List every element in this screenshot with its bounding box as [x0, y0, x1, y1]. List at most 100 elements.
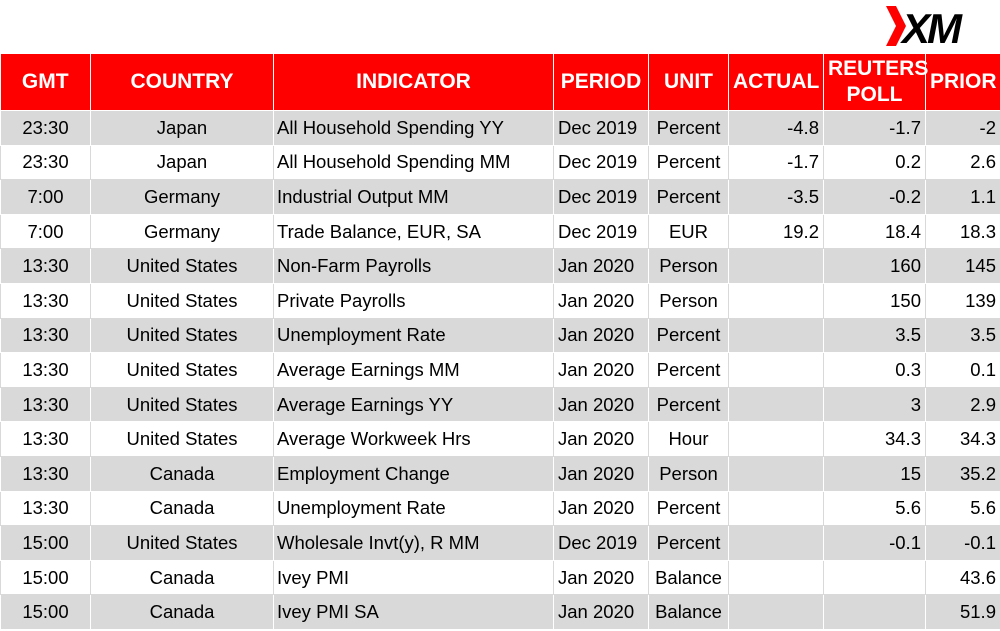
- gmt-cell: 13:30: [0, 455, 91, 492]
- prior-cell: 2.9: [925, 386, 1000, 423]
- period-cell: Jan 2020: [553, 421, 649, 457]
- period-cell: Jan 2020: [553, 317, 649, 354]
- gmt-cell: 13:30: [0, 352, 91, 388]
- unit-cell: Percent: [648, 317, 729, 354]
- xm-logo: XM: [886, 2, 996, 50]
- country-cell: United States: [90, 282, 274, 319]
- country-cell: United States: [90, 352, 274, 388]
- header-reuters-poll: REUTERS POLL: [823, 54, 928, 111]
- reuters-poll-cell: 160: [823, 248, 926, 284]
- reuters-poll-cell: 3: [823, 386, 926, 423]
- actual-cell: [728, 248, 824, 284]
- table-row: 13:30 United States Average Workweek Hrs Ja…: [0, 421, 1000, 457]
- table-row: 13:30 Canada Unemployment Rate Jan 2020 Perc…: [0, 490, 1000, 527]
- actual-cell: [728, 352, 824, 388]
- table-row: 13:30 United States Private Payrolls Jan 20…: [0, 282, 1000, 319]
- header-gmt: GMT: [0, 54, 91, 111]
- table-row: 7:00 Germany Trade Balance, EUR, SA Dec 201…: [0, 213, 1000, 250]
- unit-cell: Percent: [648, 144, 729, 181]
- indicator-cell: Unemployment Rate: [273, 490, 554, 527]
- table-row: 23:30 Japan All Household Spending YY Dec 2…: [0, 110, 1000, 146]
- reuters-poll-cell: 18.4: [823, 213, 926, 250]
- table-row: 13:30 Canada Employment Change Jan 2020 Pers…: [0, 455, 1000, 492]
- table-row: 15:00 Canada Ivey PMI SA Jan 2020 Balance 51.…: [0, 594, 1000, 630]
- indicator-cell: Ivey PMI SA: [273, 594, 554, 630]
- table-row: 7:00 Germany Industrial Output MM Dec 2019 P…: [0, 179, 1000, 215]
- period-cell: Dec 2019: [553, 213, 649, 250]
- period-cell: Dec 2019: [553, 179, 649, 215]
- reuters-poll-cell: 3.5: [823, 317, 926, 354]
- header-prior: PRIOR: [925, 54, 1000, 111]
- actual-cell: [728, 490, 824, 527]
- header-unit: UNIT: [648, 54, 729, 111]
- unit-cell: Balance: [648, 559, 729, 596]
- prior-cell: 5.6: [925, 490, 1000, 527]
- period-cell: Jan 2020: [553, 386, 649, 423]
- country-cell: United States: [90, 421, 274, 457]
- gmt-cell: 13:30: [0, 386, 91, 423]
- indicator-cell: All Household Spending MM: [273, 144, 554, 181]
- unit-cell: Percent: [648, 386, 729, 423]
- country-cell: United States: [90, 386, 274, 423]
- unit-cell: EUR: [648, 213, 729, 250]
- gmt-cell: 13:30: [0, 248, 91, 284]
- unit-cell: Percent: [648, 179, 729, 215]
- prior-cell: 139: [925, 282, 1000, 319]
- gmt-cell: 15:00: [0, 559, 91, 596]
- country-cell: United States: [90, 248, 274, 284]
- table-row: 23:30 Japan All Household Spending MM Dec 2…: [0, 144, 1000, 181]
- country-cell: Germany: [90, 179, 274, 215]
- actual-cell: [728, 421, 824, 457]
- reuters-poll-cell: 34.3: [823, 421, 926, 457]
- country-cell: United States: [90, 317, 274, 354]
- period-cell: Jan 2020: [553, 490, 649, 527]
- period-cell: Dec 2019: [553, 144, 649, 181]
- table-row: 15:00 Canada Ivey PMI Jan 2020 Balance 43.6: [0, 559, 1000, 596]
- table-row: 13:30 United States Unemployment Rate Jan 2…: [0, 317, 1000, 354]
- reuters-poll-cell: 150: [823, 282, 926, 319]
- gmt-cell: 13:30: [0, 317, 91, 354]
- header-country: COUNTRY: [90, 54, 274, 111]
- indicator-cell: Average Workweek Hrs: [273, 421, 554, 457]
- indicator-cell: Unemployment Rate: [273, 317, 554, 354]
- actual-cell: [728, 317, 824, 354]
- gmt-cell: 13:30: [0, 490, 91, 527]
- actual-cell: [728, 455, 824, 492]
- unit-cell: Percent: [648, 490, 729, 527]
- period-cell: Dec 2019: [553, 110, 649, 146]
- table-row: 15:00 United States Wholesale Invt(y), R M…: [0, 525, 1000, 561]
- unit-cell: Person: [648, 282, 729, 319]
- reuters-poll-cell: [823, 594, 926, 630]
- table-header-row: GMT COUNTRY INDICATOR PERIOD UNIT ACTUAL…: [0, 54, 1000, 111]
- reuters-poll-cell: [823, 559, 926, 596]
- indicator-cell: Non-Farm Payrolls: [273, 248, 554, 284]
- actual-cell: -4.8: [728, 110, 824, 146]
- actual-cell: -1.7: [728, 144, 824, 181]
- prior-cell: 3.5: [925, 317, 1000, 354]
- unit-cell: Balance: [648, 594, 729, 630]
- svg-text:XM: XM: [900, 5, 963, 50]
- table-row: 13:30 United States Average Earnings MM Jan…: [0, 352, 1000, 388]
- indicator-cell: All Household Spending YY: [273, 110, 554, 146]
- country-cell: Canada: [90, 559, 274, 596]
- reuters-poll-cell: -0.1: [823, 525, 926, 561]
- indicator-cell: Wholesale Invt(y), R MM: [273, 525, 554, 561]
- header-actual: ACTUAL: [728, 54, 824, 111]
- table-row: 13:30 United States Average Earnings YY Jan…: [0, 386, 1000, 423]
- period-cell: Dec 2019: [553, 525, 649, 561]
- gmt-cell: 23:30: [0, 144, 91, 181]
- prior-cell: 0.1: [925, 352, 1000, 388]
- prior-cell: -2: [925, 110, 1000, 146]
- gmt-cell: 15:00: [0, 594, 91, 630]
- prior-cell: 145: [925, 248, 1000, 284]
- prior-cell: 1.1: [925, 179, 1000, 215]
- indicator-cell: Average Earnings YY: [273, 386, 554, 423]
- reuters-poll-cell: -1.7: [823, 110, 926, 146]
- country-cell: Japan: [90, 110, 274, 146]
- unit-cell: Person: [648, 248, 729, 284]
- period-cell: Jan 2020: [553, 594, 649, 630]
- indicator-cell: Average Earnings MM: [273, 352, 554, 388]
- period-cell: Jan 2020: [553, 559, 649, 596]
- unit-cell: Percent: [648, 525, 729, 561]
- gmt-cell: 7:00: [0, 213, 91, 250]
